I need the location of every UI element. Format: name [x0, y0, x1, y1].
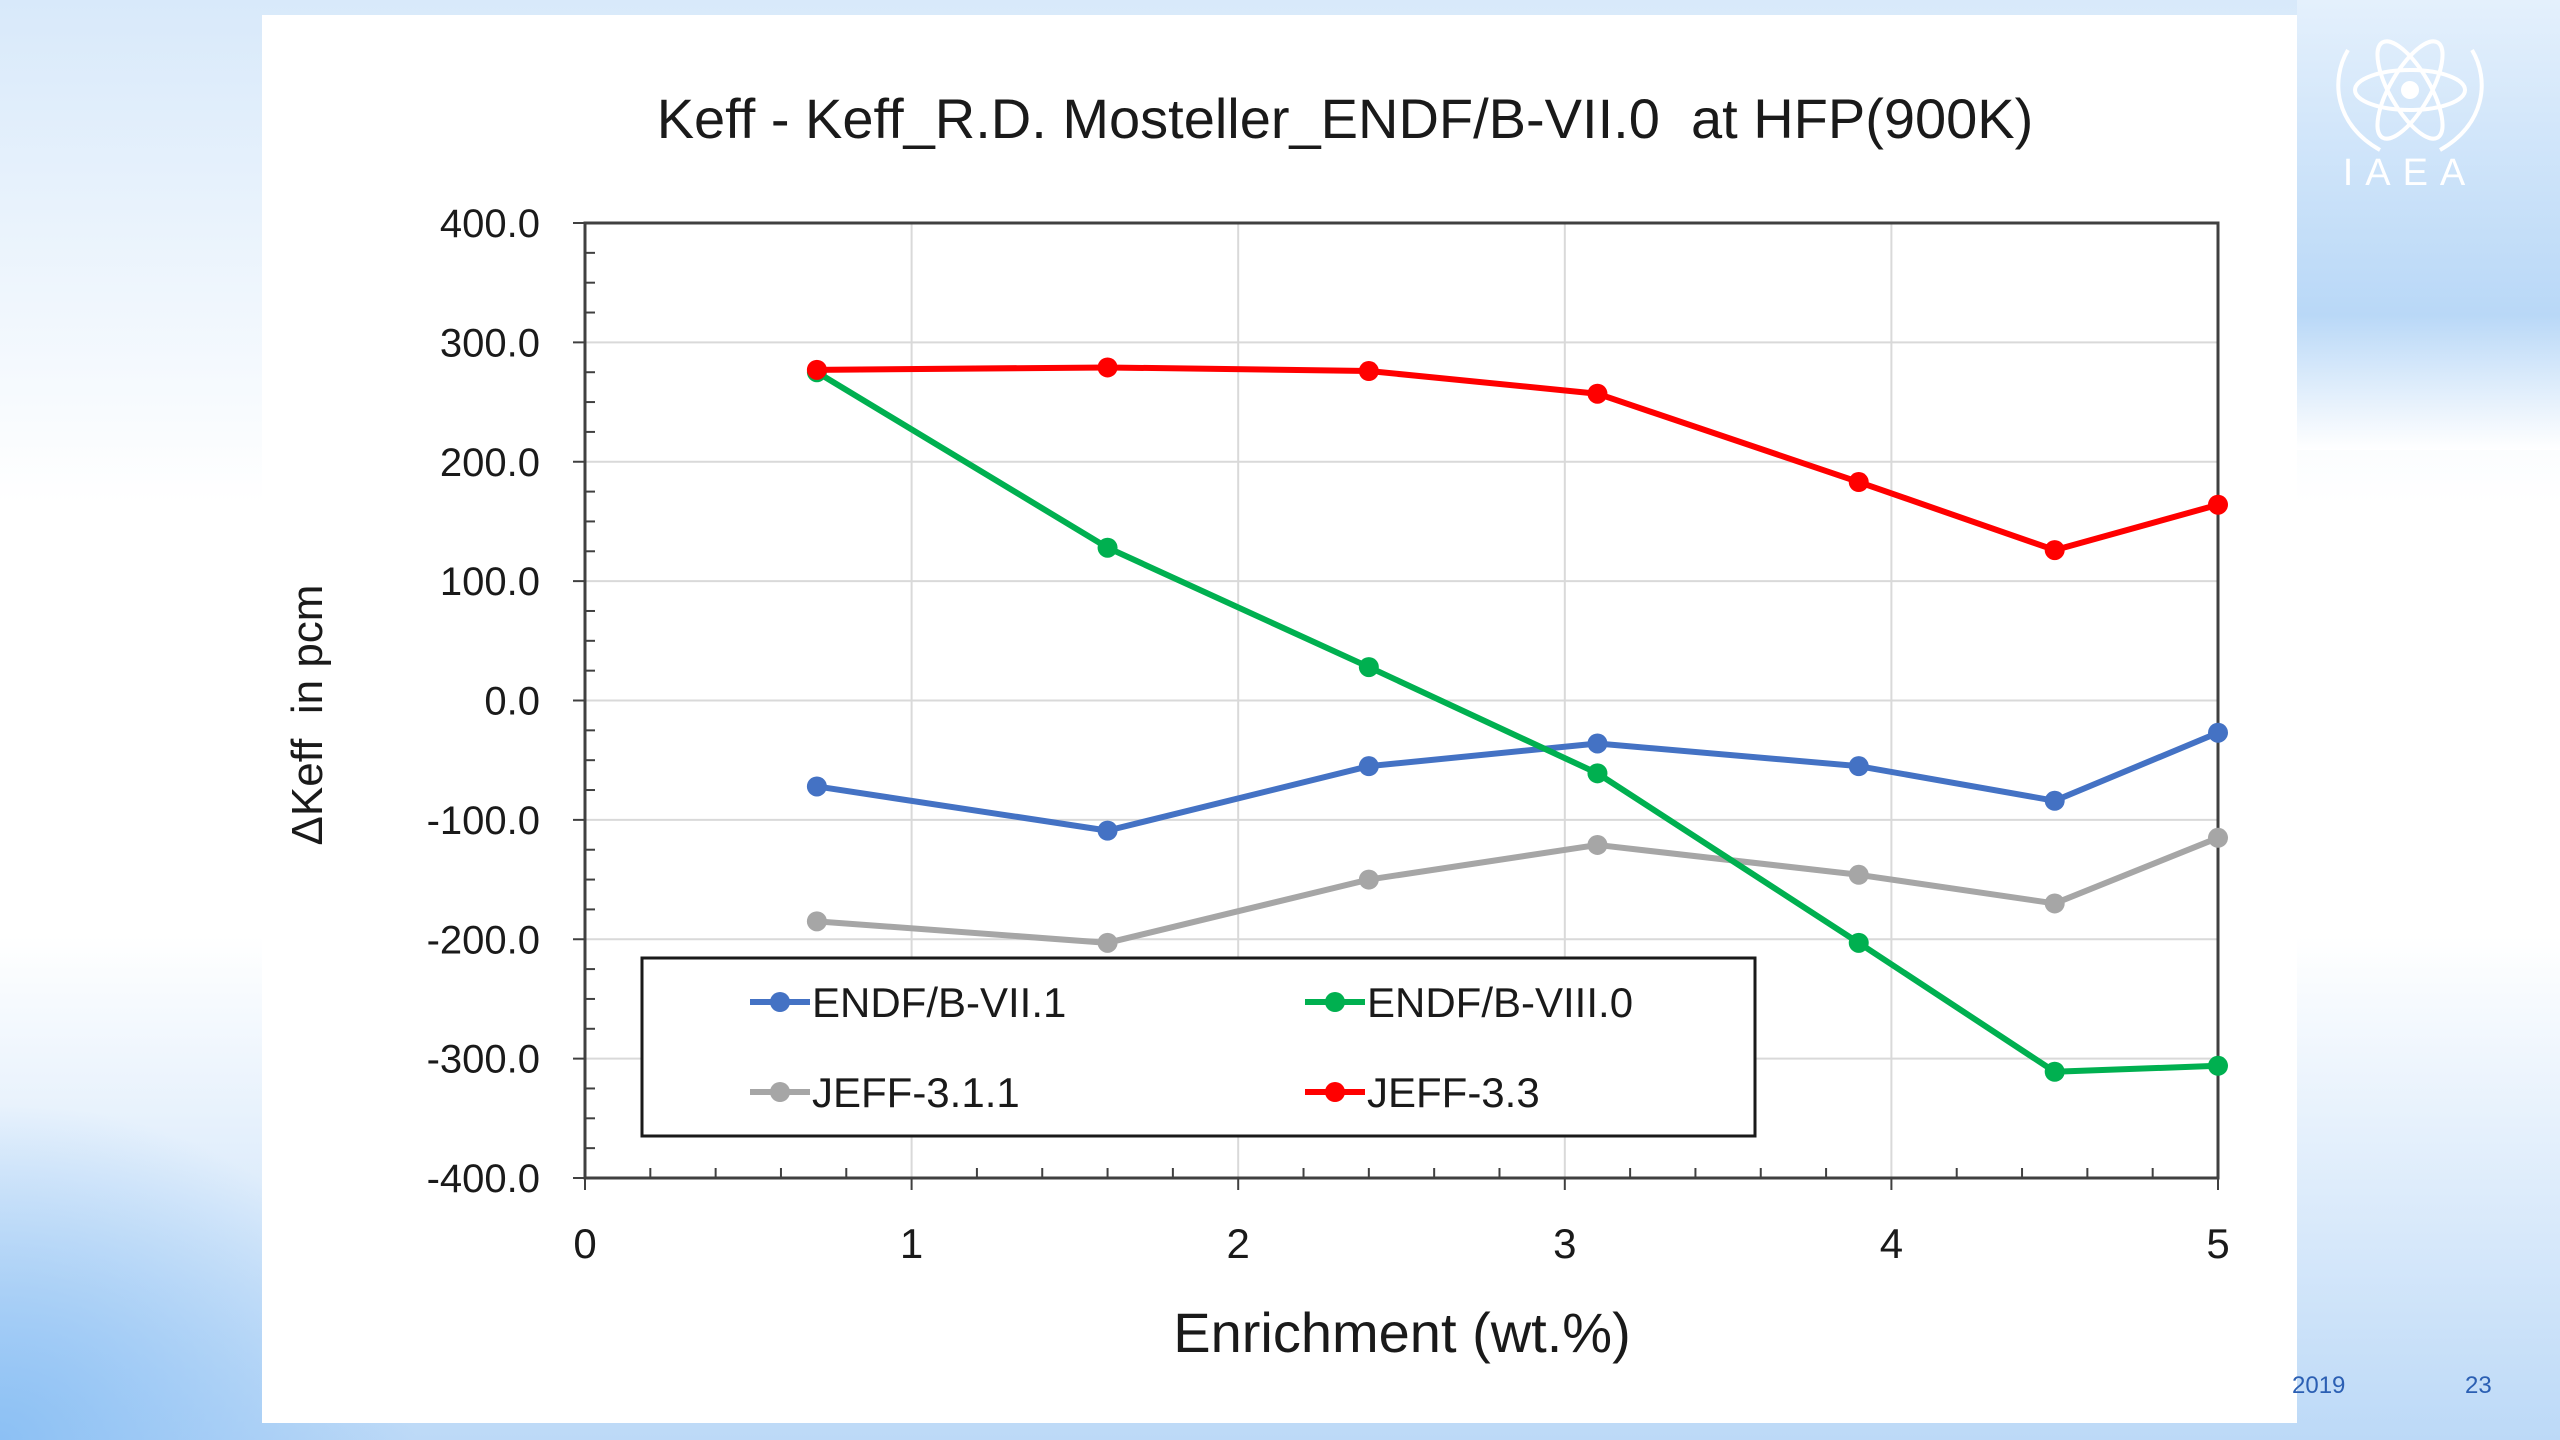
footer-year-fragment: 2019 — [2292, 1372, 2346, 1399]
y-axis-tick-labels: 400.0 300.0 200.0 100.0 0.0 -100.0 -200.0 -300.… — [427, 202, 540, 1201]
legend-entry-jeff-3-1-1: JEFF-3.1.1 — [750, 1069, 1020, 1116]
x-tick-label: 5 — [2206, 1220, 2229, 1267]
data-point-endf-b-vii-1 — [1848, 756, 1869, 777]
data-point-jeff-3-3 — [1848, 472, 1869, 493]
data-point-endf-b-vii-1 — [1097, 820, 1118, 841]
data-point-endf-b-viii-0 — [1848, 932, 1869, 953]
legend: ENDF/B-VII.1 ENDF/B-VIII.0 JEFF-3.1.1 JEFF-… — [640, 956, 1757, 1138]
data-point-jeff-3-3 — [2044, 540, 2065, 561]
axis-ticks — [573, 222, 2219, 1190]
page-number: 23 — [2465, 1372, 2492, 1399]
data-point-jeff-3-1-1 — [2208, 827, 2228, 848]
y-tick-label: -100.0 — [427, 799, 540, 843]
chart-panel — [262, 15, 2297, 1423]
data-point-jeff-3-1-1 — [2044, 893, 2065, 914]
data-point-jeff-3-3 — [2208, 494, 2228, 515]
legend-marker-jeff-3-1-1 — [770, 1082, 790, 1102]
x-axis-tick-labels: 0 1 2 3 4 5 — [573, 1220, 2229, 1267]
iaea-logo-text: IAEA — [2342, 152, 2478, 194]
y-tick-label: 0.0 — [484, 680, 540, 724]
y-tick-label: -400.0 — [427, 1157, 540, 1201]
series-jeff-3-3 — [806, 357, 2228, 561]
data-point-endf-b-viii-0 — [1587, 763, 1608, 784]
series-line-jeff-3-1-1 — [816, 834, 2220, 946]
y-tick-label: 300.0 — [440, 321, 540, 365]
data-point-jeff-3-1-1 — [806, 911, 827, 932]
legend-label-jeff-3-1-1: JEFF-3.1.1 — [812, 1069, 1020, 1116]
x-tick-label: 1 — [900, 1220, 923, 1267]
legend-label-endf-b-viii-0: ENDF/B-VIII.0 — [1367, 979, 1633, 1026]
series-line-jeff-3-3 — [816, 364, 2219, 554]
legend-box — [640, 956, 1757, 1138]
legend-label-endf-b-vii-1: ENDF/B-VII.1 — [812, 979, 1066, 1026]
y-tick-label: -200.0 — [427, 918, 540, 962]
data-point-endf-b-vii-1 — [2208, 722, 2228, 743]
legend-entry-endf-b-viii-0: ENDF/B-VIII.0 — [1305, 979, 1633, 1026]
legend-marker-endf-b-viii-0 — [1325, 992, 1345, 1012]
y-tick-label: 100.0 — [440, 560, 540, 604]
data-point-jeff-3-3 — [1097, 357, 1118, 378]
y-axis-label: ΔKeff in pcm — [283, 585, 332, 846]
x-axis-label: Enrichment (wt.%) — [1173, 1301, 1630, 1364]
legend-marker-endf-b-vii-1 — [770, 992, 790, 1012]
y-tick-label: 400.0 — [440, 202, 540, 246]
laurel-wreath-icon — [2336, 48, 2484, 152]
data-point-endf-b-vii-1 — [2044, 790, 2065, 811]
y-tick-label: 200.0 — [440, 441, 540, 485]
data-point-jeff-3-1-1 — [1097, 932, 1118, 953]
slide-background-glow-right — [2297, 0, 2560, 450]
data-point-endf-b-viii-0 — [1358, 657, 1379, 678]
iaea-logo-emblem — [2336, 39, 2484, 152]
x-tick-label: 3 — [1553, 1220, 1576, 1267]
x-tick-label: 4 — [1880, 1220, 1903, 1267]
x-tick-label: 0 — [573, 1220, 596, 1267]
data-point-jeff-3-3 — [1587, 383, 1608, 404]
atom-icon — [2353, 39, 2467, 141]
data-point-endf-b-viii-0 — [2208, 1055, 2228, 1076]
legend-entry-jeff-3-3: JEFF-3.3 — [1305, 1069, 1540, 1116]
data-point-jeff-3-1-1 — [1587, 834, 1608, 855]
x-tick-label: 2 — [1227, 1220, 1250, 1267]
series-endf-b-viii-0 — [806, 362, 2228, 1082]
data-point-jeff-3-3 — [1358, 361, 1379, 382]
chart-title: Keff - Keff_R.D. Mosteller_ENDF/B-VII.0 … — [657, 87, 2034, 150]
legend-marker-jeff-3-3 — [1325, 1082, 1345, 1102]
data-point-endf-b-viii-0 — [2044, 1061, 2065, 1082]
data-point-jeff-3-1-1 — [1848, 864, 1869, 885]
series-jeff-3-1-1 — [806, 827, 2228, 953]
data-point-endf-b-vii-1 — [806, 776, 827, 797]
series-endf-b-vii-1 — [806, 722, 2228, 841]
data-point-endf-b-vii-1 — [1358, 756, 1379, 777]
data-series — [806, 357, 2228, 1082]
data-point-endf-b-viii-0 — [1097, 537, 1118, 558]
series-line-endf-b-vii-1 — [816, 729, 2220, 834]
y-tick-label: -300.0 — [427, 1038, 540, 1082]
data-point-jeff-3-1-1 — [1358, 869, 1379, 890]
data-point-endf-b-vii-1 — [1587, 733, 1608, 754]
data-point-jeff-3-3 — [806, 359, 827, 380]
legend-label-jeff-3-3: JEFF-3.3 — [1367, 1069, 1540, 1116]
legend-entry-endf-b-vii-1: ENDF/B-VII.1 — [750, 979, 1066, 1026]
